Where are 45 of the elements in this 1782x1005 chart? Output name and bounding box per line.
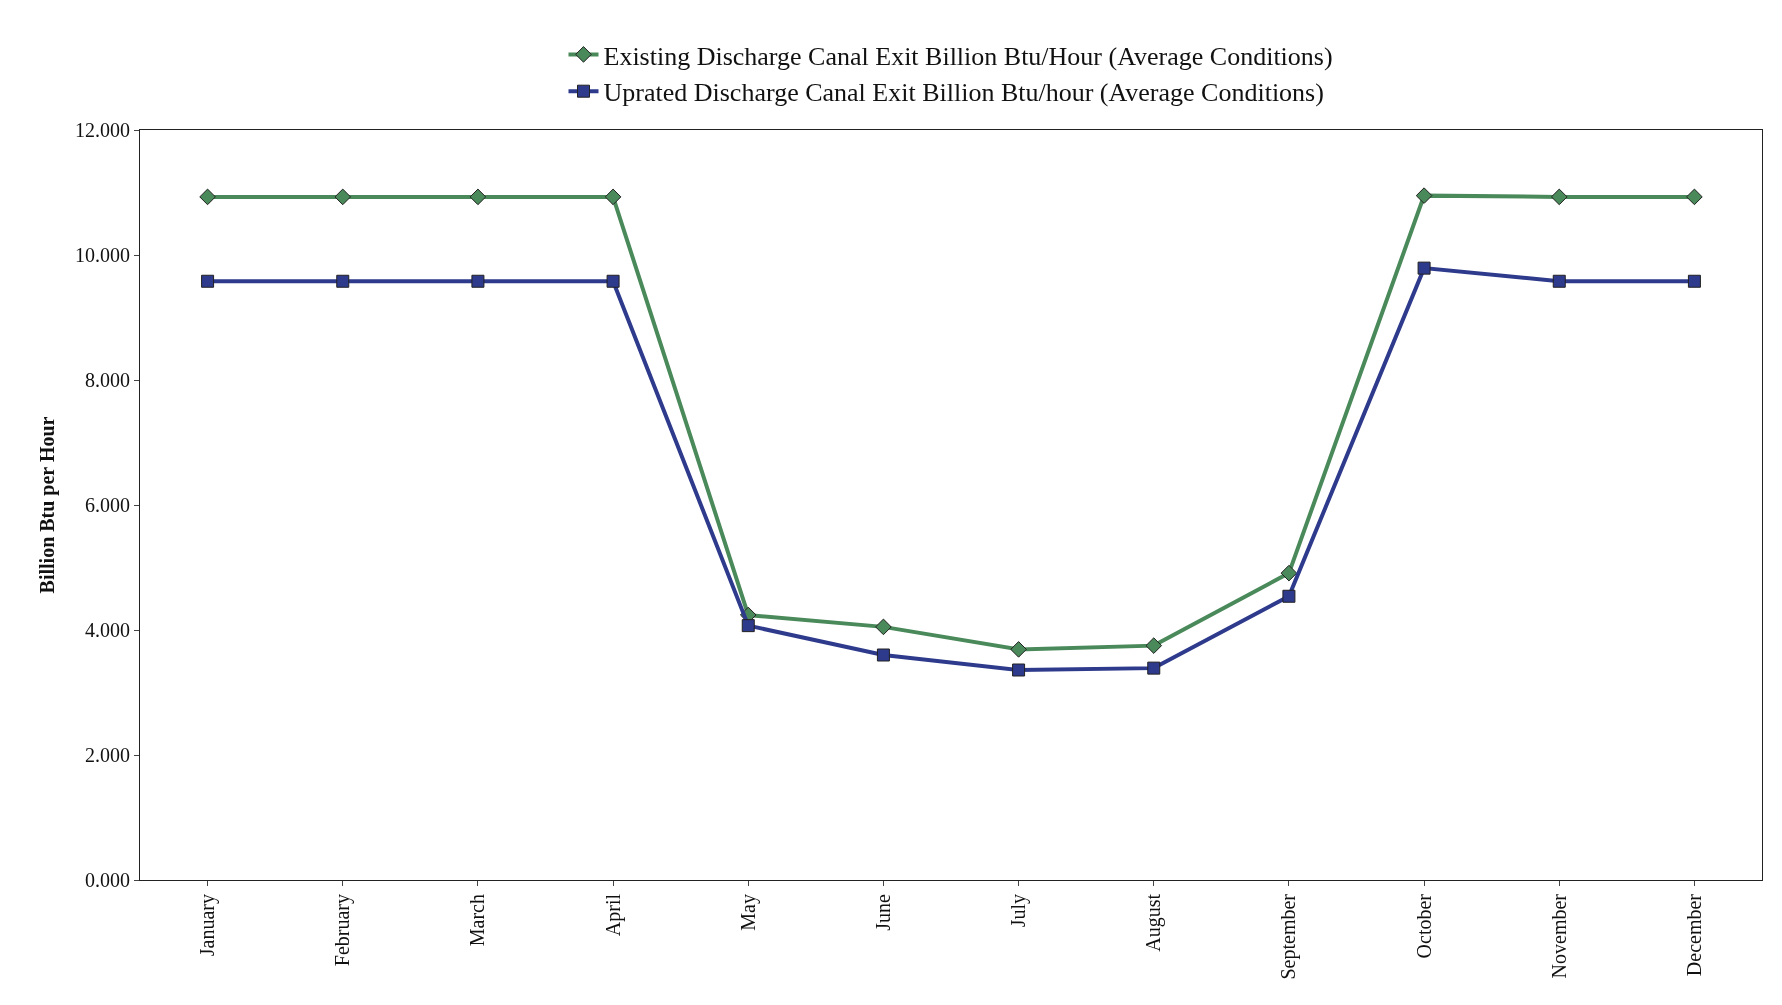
- x-tick-label: April: [601, 893, 625, 937]
- point: [1550, 188, 1568, 206]
- x-tick-label: March: [466, 894, 489, 947]
- y-tick-label: 10.000: [75, 244, 130, 266]
- legend-label: Uprated Discharge Canal Exit Billion Btu/hour (Average Conditions): [603, 78, 1324, 108]
- point: [875, 618, 892, 636]
- point: [471, 274, 485, 288]
- y-tick-label: 12.000: [75, 119, 130, 141]
- point: [1147, 661, 1161, 675]
- point: [1280, 564, 1298, 582]
- point: [201, 274, 215, 288]
- point: [1417, 261, 1431, 275]
- point: [604, 188, 622, 206]
- x-tick-label: June: [871, 893, 894, 931]
- point: [606, 274, 620, 288]
- point: [336, 274, 350, 288]
- x-tick-label: October: [1412, 893, 1435, 959]
- point: [1012, 663, 1026, 677]
- point: [1415, 187, 1433, 204]
- point: [876, 648, 890, 662]
- point: [199, 188, 216, 206]
- x-tick-label: August: [1142, 893, 1166, 952]
- point: [1145, 637, 1163, 654]
- legend-label: Existing Discharge Canal Exit Billion Btu/Hour (Average Conditions): [603, 41, 1333, 71]
- x-tick-label: May: [736, 894, 760, 931]
- x-tick-label: July: [1007, 894, 1031, 928]
- point: [741, 619, 755, 633]
- y-tick-label: 2.000: [85, 744, 130, 766]
- x-tick-label: November: [1547, 893, 1570, 979]
- point: [1010, 641, 1027, 658]
- point: [334, 188, 352, 206]
- y-tick-label: 4.000: [85, 619, 130, 641]
- y-tick-label: 6.000: [85, 494, 130, 516]
- x-tick-label: February: [331, 894, 355, 967]
- point: [1282, 589, 1296, 603]
- point: [469, 188, 487, 206]
- x-tick-label: September: [1277, 893, 1301, 980]
- y-tick-label: 8.000: [85, 369, 130, 391]
- point: [1686, 188, 1703, 206]
- y-tick-label: 0.000: [85, 869, 130, 891]
- y-axis-title: Billion Btu per Hour: [35, 416, 59, 594]
- x-tick-label: December: [1682, 893, 1705, 977]
- point: [1552, 274, 1566, 288]
- point: [1687, 274, 1701, 288]
- x-tick-label: January: [196, 894, 220, 957]
